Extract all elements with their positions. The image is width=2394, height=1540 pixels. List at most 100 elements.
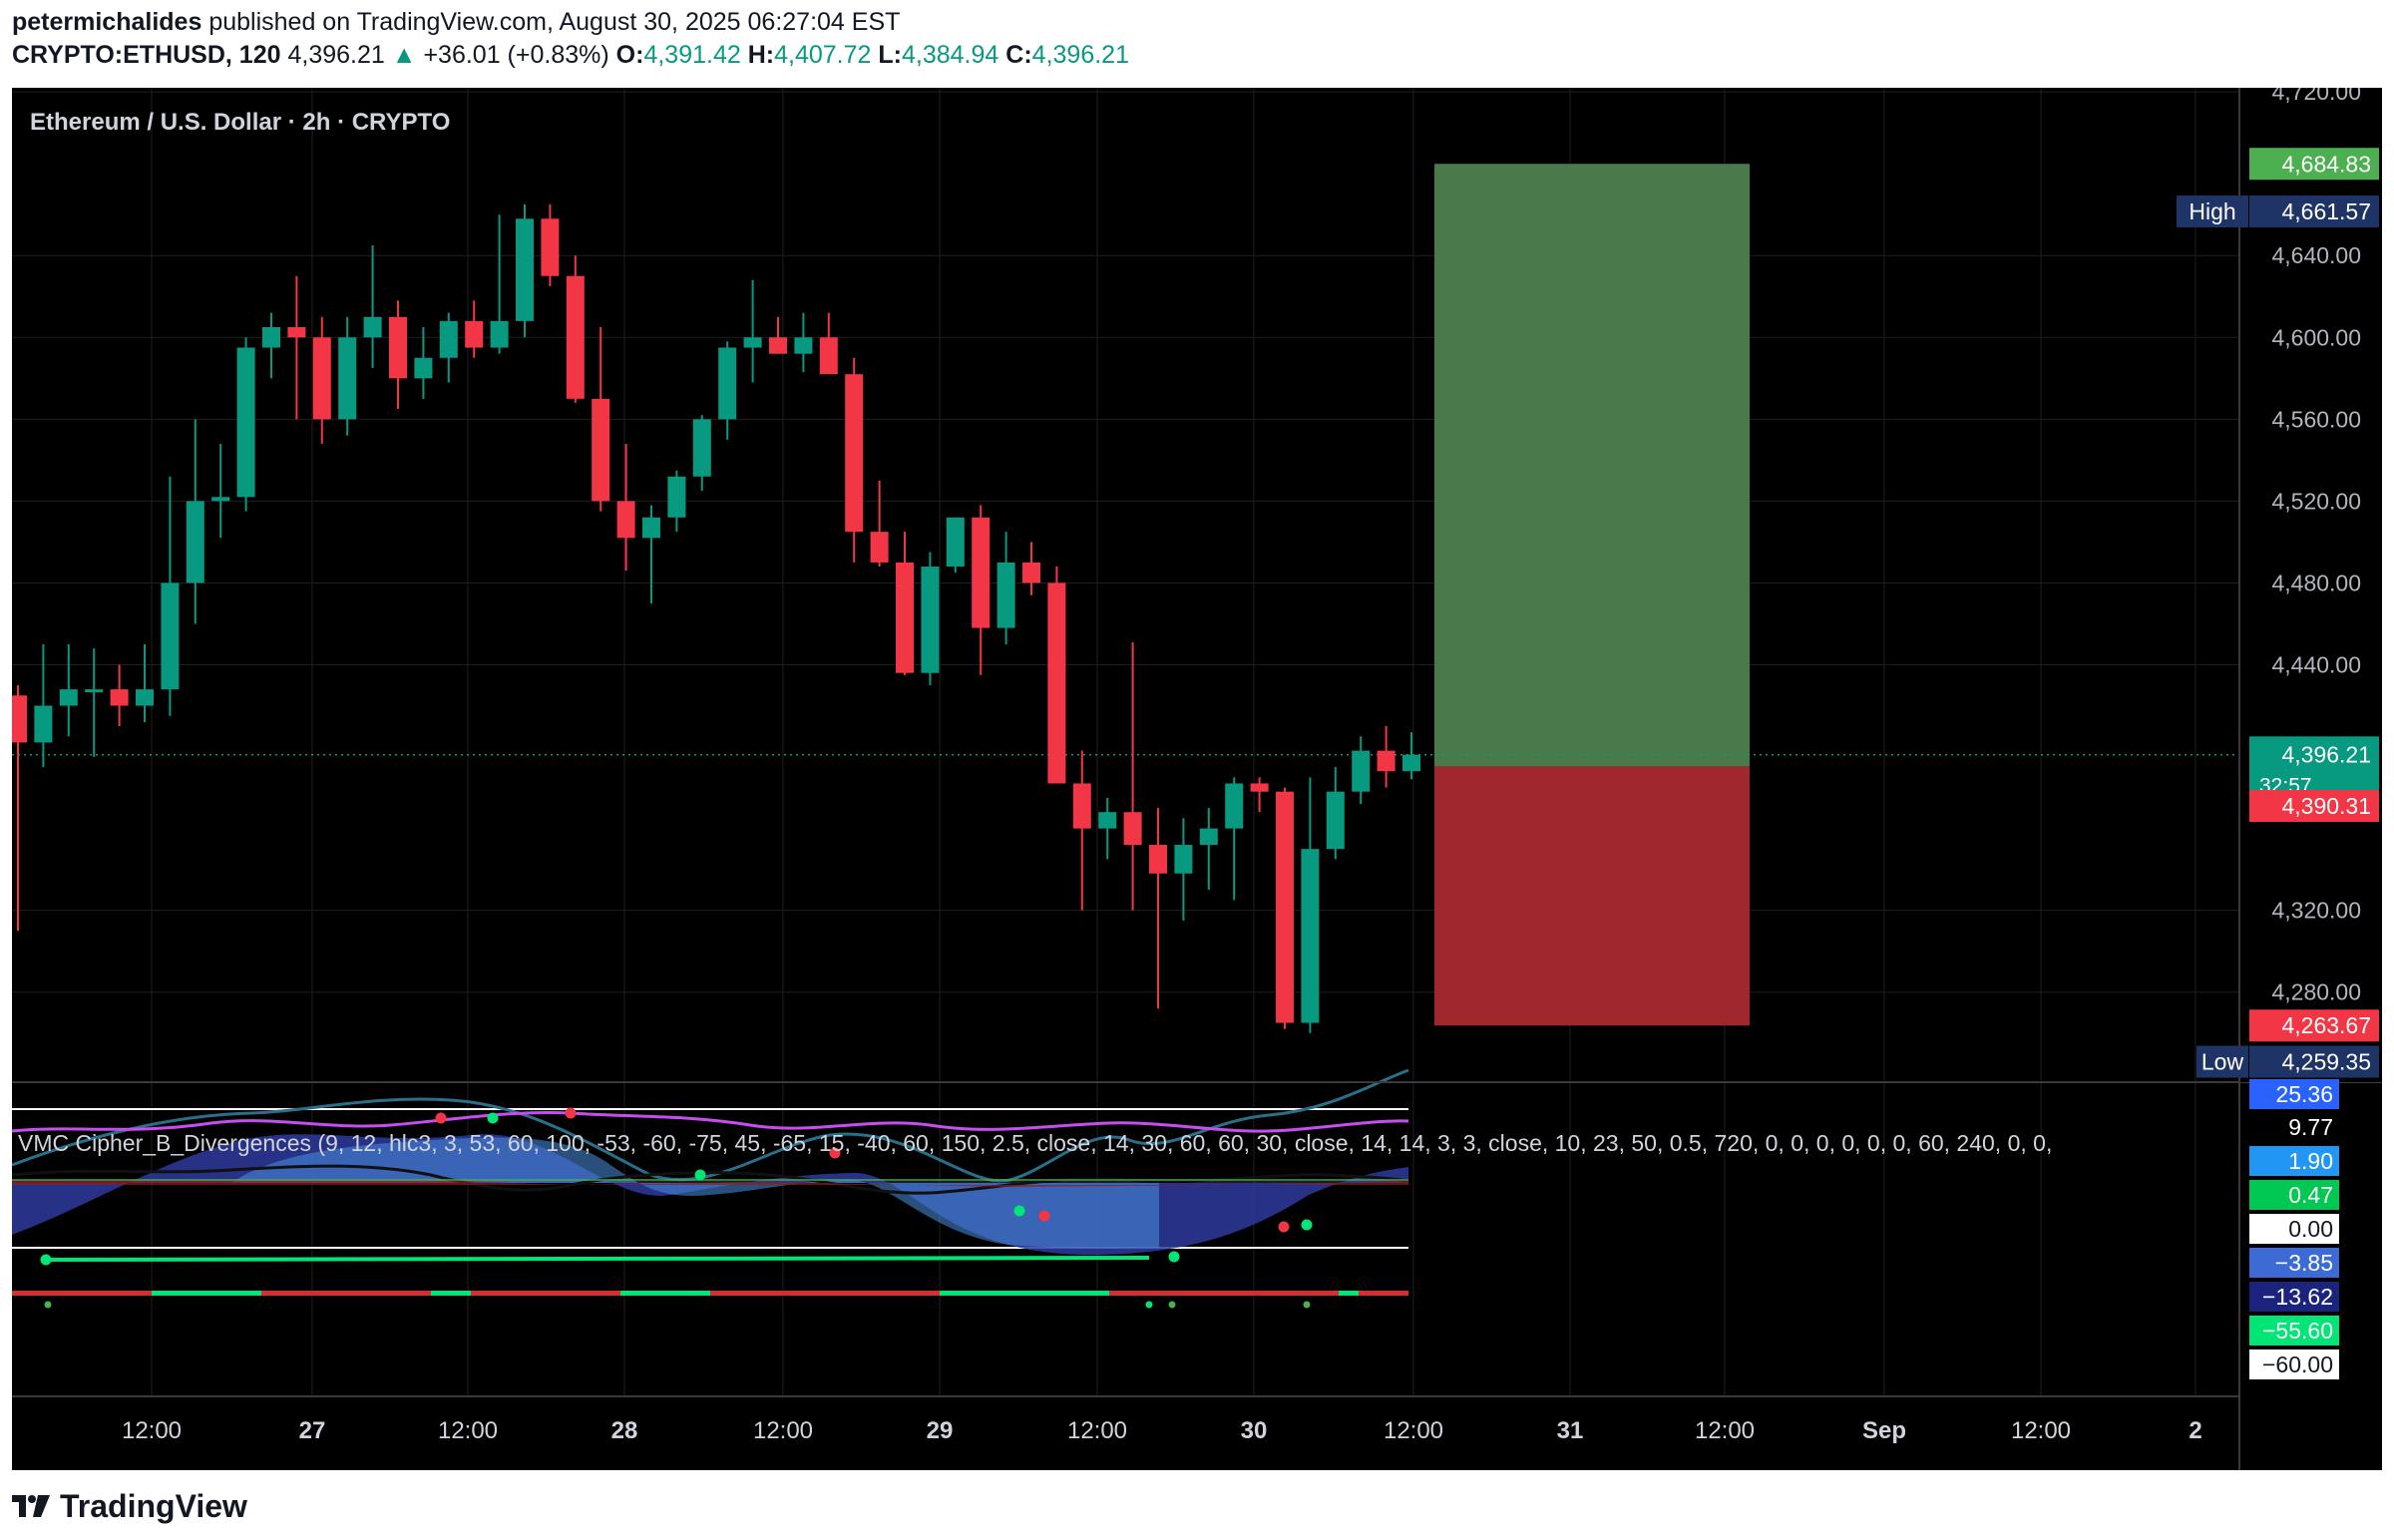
candle-body bbox=[85, 689, 104, 693]
trend-bar-green-segment bbox=[1339, 1291, 1359, 1296]
candle-body bbox=[236, 347, 255, 498]
signal-dot bbox=[487, 1112, 499, 1124]
indicator-value-label: −3.85 bbox=[2275, 1250, 2333, 1276]
time-tick: 12:00 bbox=[1695, 1417, 1755, 1444]
chart-canvas[interactable]: Ethereum / U.S. Dollar · 2h · CRYPTO VMC… bbox=[9, 79, 2382, 1470]
candle-body bbox=[1402, 754, 1420, 772]
candle-body bbox=[946, 517, 965, 568]
high-tag: High bbox=[2189, 198, 2235, 224]
time-tick: 28 bbox=[611, 1417, 638, 1444]
candle-body bbox=[794, 337, 813, 354]
time-tick: 31 bbox=[1557, 1417, 1584, 1444]
candle-body bbox=[1072, 783, 1091, 829]
indicator-value-label: 1.90 bbox=[2288, 1148, 2333, 1174]
indicator-value-bg bbox=[2249, 1079, 2339, 1109]
indicator-pane: VMC Cipher_B_Divergences (9, 12, hlc3, 3… bbox=[11, 1068, 2052, 1309]
candle-body bbox=[743, 337, 762, 348]
signal-dots bbox=[40, 1107, 1313, 1309]
indicator-value-label: 25.36 bbox=[2275, 1081, 2333, 1107]
time-tick: Sep bbox=[1862, 1417, 1906, 1444]
signal-dot bbox=[694, 1169, 706, 1181]
profit-zone bbox=[1434, 164, 1750, 767]
high-price-label: 4,661.57 bbox=[2281, 198, 2371, 224]
time-tick: 12:00 bbox=[1067, 1417, 1127, 1444]
candle-body bbox=[1250, 783, 1269, 792]
high-value: 4,407.72 bbox=[774, 41, 872, 69]
candle-body bbox=[1276, 791, 1294, 1023]
price-tick: 4,720.00 bbox=[2271, 88, 2361, 105]
candle-body bbox=[161, 582, 180, 690]
candle-body bbox=[769, 337, 787, 354]
stop-low-price-label: 4,263.67 bbox=[2281, 1012, 2371, 1038]
target-price-label: 4,684.83 bbox=[2281, 151, 2371, 177]
last-price-label-bg bbox=[2249, 736, 2379, 801]
indicator-value-label: 0.00 bbox=[2288, 1216, 2333, 1242]
candle-body bbox=[997, 562, 1015, 628]
signal-dot bbox=[435, 1112, 447, 1124]
candle-body bbox=[1352, 750, 1371, 792]
candle-body bbox=[566, 275, 585, 399]
candle-body bbox=[845, 374, 864, 533]
price-tick: 4,600.00 bbox=[2271, 324, 2361, 350]
trend-bar-green-segment bbox=[620, 1291, 710, 1296]
candle-body bbox=[465, 320, 484, 348]
candle-body bbox=[1326, 791, 1345, 850]
published-text: published on TradingView.com, August 30,… bbox=[208, 8, 901, 36]
candle-body bbox=[616, 501, 635, 539]
price-tick: 4,440.00 bbox=[2271, 652, 2361, 678]
time-tick: 2 bbox=[2189, 1417, 2201, 1444]
indicator-axis: 25.36 9.77 1.90 0.47 0.00 −3.85 −13.62 −55.60 −6… bbox=[2249, 1079, 2339, 1379]
candle-body bbox=[667, 476, 686, 518]
candle-body bbox=[1301, 849, 1320, 1023]
tradingview-logo[interactable]: TradingView bbox=[12, 1486, 247, 1526]
small-signal-dot bbox=[1145, 1301, 1153, 1309]
up-arrow-icon: ▲ bbox=[391, 41, 417, 69]
publisher-name[interactable]: petermichalides bbox=[12, 8, 202, 36]
low-price-label-bg bbox=[2249, 1045, 2379, 1078]
stoch-line bbox=[41, 1256, 1150, 1262]
candle-body bbox=[541, 218, 560, 276]
tradingview-logo-icon bbox=[12, 1495, 50, 1517]
price-change: +36.01 (+0.83%) bbox=[423, 41, 609, 69]
small-signal-dot bbox=[44, 1301, 52, 1309]
low-value: 4,384.94 bbox=[902, 41, 999, 69]
indicator-value-bg bbox=[2249, 1180, 2339, 1210]
high-price-label-bg bbox=[2249, 194, 2379, 227]
chart-area[interactable]: Ethereum / U.S. Dollar · 2h · CRYPTO VMC… bbox=[9, 79, 2382, 1470]
signal-dot bbox=[1301, 1219, 1313, 1231]
candle-body bbox=[642, 517, 660, 539]
signal-dot bbox=[565, 1107, 577, 1119]
low-label: L: bbox=[878, 41, 902, 69]
time-tick: 12:00 bbox=[122, 1417, 182, 1444]
candle-body bbox=[287, 327, 306, 338]
candle-body bbox=[896, 562, 914, 673]
candle-body bbox=[34, 705, 53, 743]
close-label: C: bbox=[1005, 41, 1032, 69]
open-label: O: bbox=[615, 41, 644, 69]
candle-body bbox=[972, 517, 991, 628]
candle-body bbox=[186, 501, 204, 583]
candle-series bbox=[9, 203, 1420, 1033]
trend-bar-green-segment bbox=[940, 1291, 1109, 1296]
stop-price-label: 4,390.31 bbox=[2281, 793, 2371, 819]
candle-body bbox=[1098, 812, 1117, 829]
wave-line bbox=[11, 1068, 1409, 1183]
candle-body bbox=[389, 316, 407, 379]
price-tick: 4,480.00 bbox=[2271, 570, 2361, 595]
signal-dot bbox=[1038, 1210, 1050, 1222]
trend-bar-green-segment bbox=[431, 1291, 471, 1296]
price-tick: 4,320.00 bbox=[2271, 898, 2361, 924]
low-tag: Low bbox=[2201, 1048, 2244, 1074]
time-axis: 12:00 27 12:00 28 12:00 29 12:00 30 12:00 31 12:00… bbox=[122, 1417, 2202, 1444]
candle-body bbox=[9, 695, 27, 743]
time-tick: 12:00 bbox=[1384, 1417, 1443, 1444]
time-tick: 27 bbox=[299, 1417, 326, 1444]
target-price-label-bg bbox=[2249, 148, 2379, 181]
indicator-title: VMC Cipher_B_Divergences (9, 12, hlc3, 3… bbox=[18, 1130, 2052, 1156]
candle-body bbox=[1377, 750, 1396, 772]
time-tick: 12:00 bbox=[438, 1417, 498, 1444]
trend-bar-green-segment bbox=[152, 1291, 261, 1296]
signal-dot bbox=[1278, 1221, 1290, 1233]
candle-body bbox=[211, 497, 230, 502]
high-tag-bg bbox=[2177, 194, 2248, 227]
